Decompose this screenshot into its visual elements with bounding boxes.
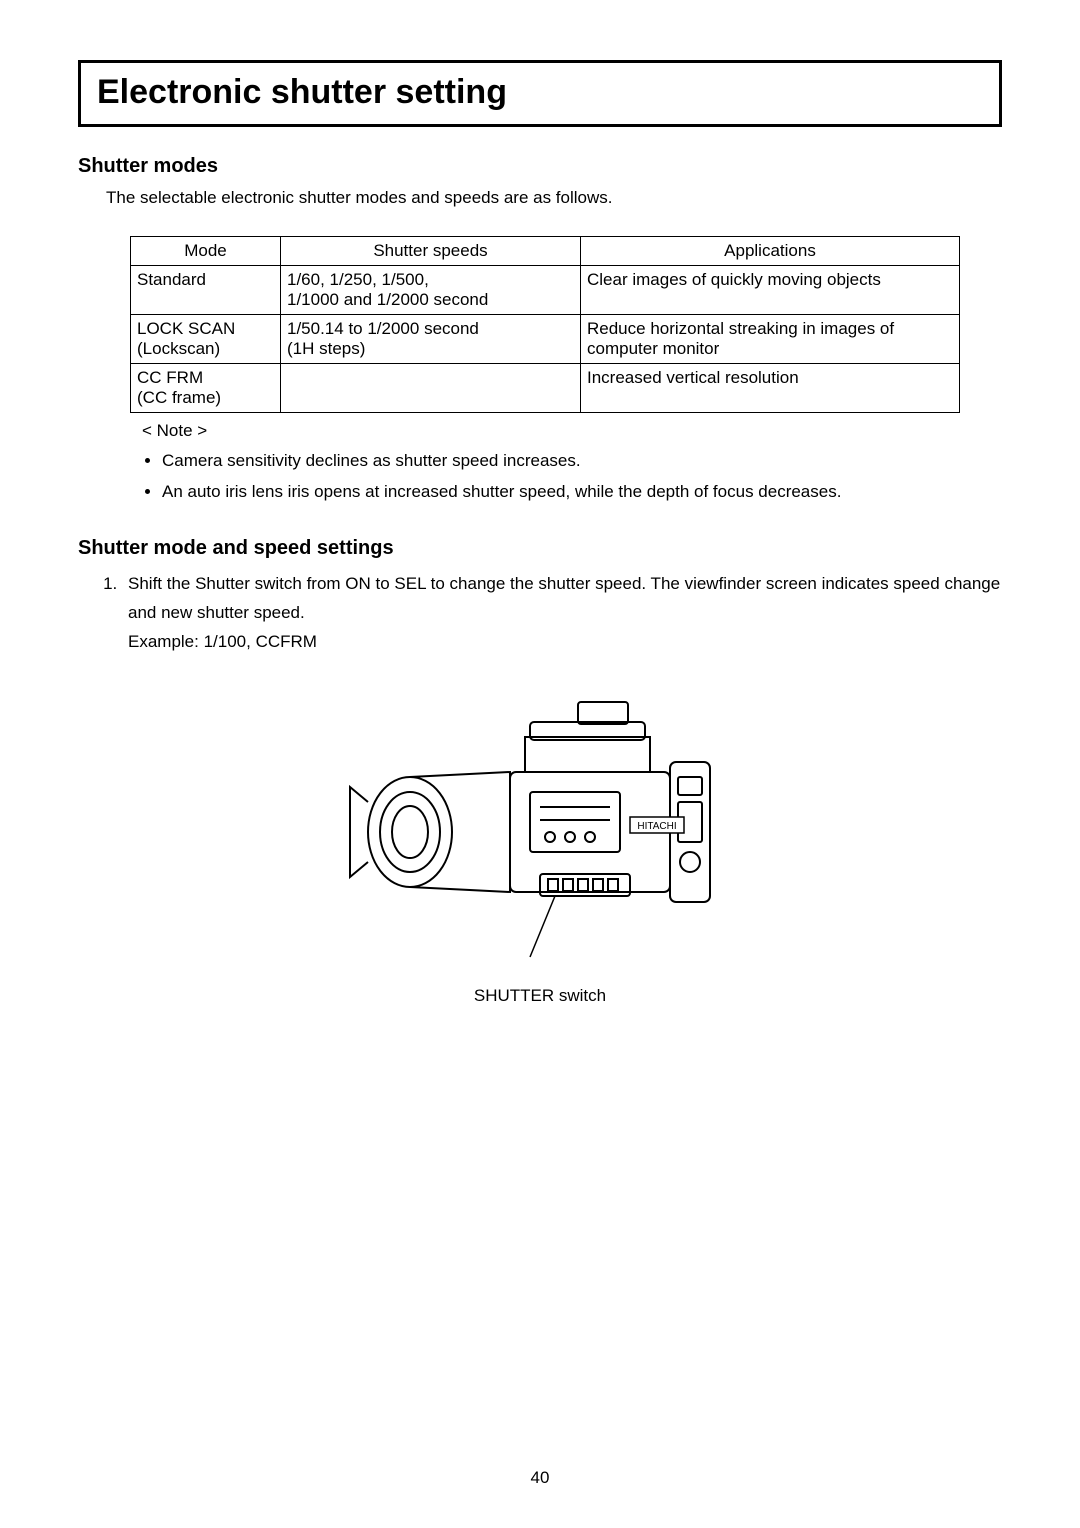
section1-intro: The selectable electronic shutter modes …: [106, 188, 1002, 208]
step1-example: Example: 1/100, CCFRM: [128, 632, 317, 651]
brand-label: HITACHI: [637, 821, 676, 832]
table-row: LOCK SCAN(Lockscan) 1/50.14 to 1/2000 se…: [131, 315, 960, 364]
camera-illustration: HITACHI: [330, 682, 750, 982]
cell-mode: Standard: [131, 266, 281, 315]
cell-mode: CC FRM(CC frame): [131, 364, 281, 413]
section2-heading: Shutter mode and speed settings: [78, 537, 1002, 560]
page-title: Electronic shutter setting: [97, 73, 983, 112]
table-row: CC FRM(CC frame) Increased vertical reso…: [131, 364, 960, 413]
figure-caption: SHUTTER switch: [474, 986, 606, 1006]
note-item: An auto iris lens iris opens at increase…: [162, 478, 1002, 507]
cell-apps: Increased vertical resolution: [581, 364, 960, 413]
cell-speeds: 1/50.14 to 1/2000 second(1H steps): [281, 315, 581, 364]
step-item: Shift the Shutter switch from ON to SEL …: [122, 570, 1002, 657]
cell-speeds: [281, 364, 581, 413]
page-number: 40: [0, 1468, 1080, 1488]
cell-mode: LOCK SCAN(Lockscan): [131, 315, 281, 364]
steps-list: Shift the Shutter switch from ON to SEL …: [78, 570, 1002, 657]
camera-figure: HITACHI SHUTTER switch: [78, 682, 1002, 1006]
notes-list: Camera sensitivity declines as shutter s…: [162, 447, 1002, 507]
step1-text: Shift the Shutter switch from ON to SEL …: [128, 574, 1000, 622]
header-mode: Mode: [131, 237, 281, 266]
table-row: Standard 1/60, 1/250, 1/500,1/1000 and 1…: [131, 266, 960, 315]
page-content: Electronic shutter setting Shutter modes…: [0, 0, 1080, 1046]
table-header-row: Mode Shutter speeds Applications: [131, 237, 960, 266]
cell-speeds: 1/60, 1/250, 1/500,1/1000 and 1/2000 sec…: [281, 266, 581, 315]
cell-apps: Reduce horizontal streaking in images of…: [581, 315, 960, 364]
section1-heading: Shutter modes: [78, 155, 1002, 178]
note-label: < Note >: [142, 421, 1002, 441]
header-apps: Applications: [581, 237, 960, 266]
note-item: Camera sensitivity declines as shutter s…: [162, 447, 1002, 476]
shutter-modes-table: Mode Shutter speeds Applications Standar…: [130, 236, 960, 413]
header-speeds: Shutter speeds: [281, 237, 581, 266]
title-box: Electronic shutter setting: [78, 60, 1002, 127]
cell-apps: Clear images of quickly moving objects: [581, 266, 960, 315]
